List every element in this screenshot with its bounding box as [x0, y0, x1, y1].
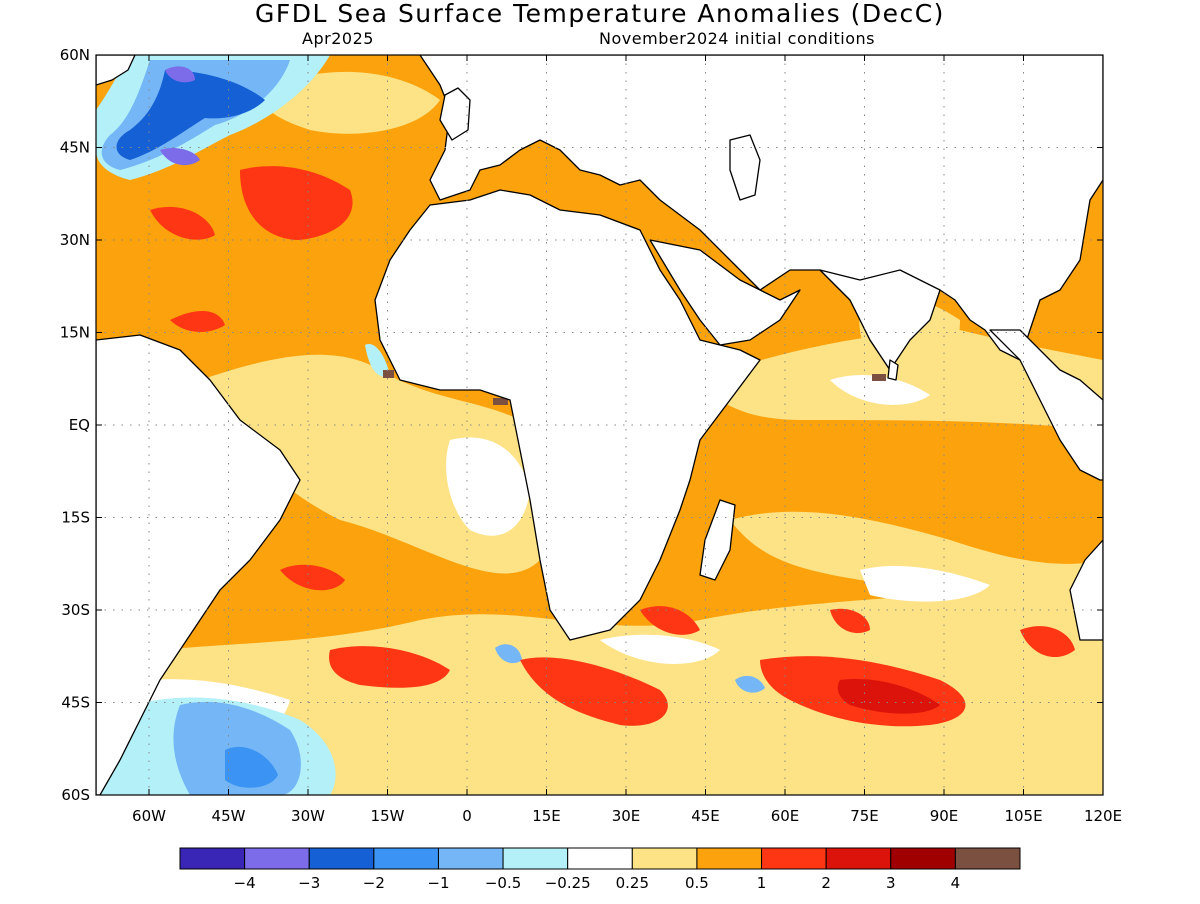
anomaly-extreme-liberia — [383, 370, 394, 378]
anomaly-neutral-indian-1 — [830, 375, 930, 405]
anomaly-warm-north-atlantic-2 — [150, 206, 215, 240]
colorbar-tick-label: −1 — [427, 874, 449, 892]
latitude-tick-labels: 60N 45N 30N 15N EQ 15S 30S 45S 60S — [60, 46, 90, 804]
colorbar-swatch — [696, 847, 763, 870]
colorbar-tick-label: 4 — [951, 874, 961, 892]
anomaly-extreme-west-africa-coast — [493, 398, 508, 405]
colorbar-swatch — [502, 847, 569, 870]
greenland-landmass — [96, 55, 136, 86]
colorbar-swatch — [761, 847, 827, 870]
lon-tick-label: 30W — [291, 807, 325, 825]
australia-landmass — [1069, 539, 1103, 641]
anomaly-warm-south-atlantic-2 — [329, 646, 450, 688]
lat-tick-label: 30S — [61, 601, 90, 619]
colorbar-swatch — [890, 847, 956, 870]
colorbar-swatch — [244, 847, 310, 870]
lon-tick-label: 15W — [371, 807, 405, 825]
lon-tick-label: 120E — [1084, 807, 1122, 825]
anomaly-band-light-indian-south — [730, 511, 1103, 600]
lon-tick-label: 90E — [930, 807, 959, 825]
longitude-tick-labels: 60W 45W 30W 15W 0 15E 30E 45E 60E 75E 90E 105E 120E — [132, 807, 1122, 825]
colorbar-swatch — [825, 847, 892, 870]
colorbar-tick-label: 0.25 — [616, 874, 649, 892]
anomaly-cool-south-atlantic-small — [495, 644, 522, 664]
colorbar-swatch — [373, 847, 439, 870]
anomaly-warm-south-indian-4 — [1020, 626, 1075, 658]
map-panel — [96, 55, 1103, 795]
lon-tick-label: 45W — [212, 807, 246, 825]
lat-tick-label: 60N — [60, 46, 90, 64]
british-isles-landmass — [439, 87, 471, 141]
anomaly-cool-west-africa — [365, 344, 390, 377]
anomaly-warm-south-atlantic-1 — [280, 564, 345, 591]
anomaly-band-light-north-atlantic — [260, 71, 440, 134]
lon-tick-label: 0 — [462, 807, 472, 825]
colorbar — [179, 847, 1021, 870]
lon-tick-label: 60W — [132, 807, 166, 825]
colorbar-tick-label: −3 — [298, 874, 320, 892]
lat-tick-label: 30N — [60, 231, 90, 249]
lon-tick-label: 45E — [691, 807, 720, 825]
anomaly-warm-south-indian-1 — [520, 657, 668, 726]
figure-title: GFDL Sea Surface Temperature Anomalies (… — [255, 0, 945, 28]
anomaly-warm-north-atlantic — [240, 166, 353, 240]
anomaly-cool-indian-small — [735, 675, 765, 693]
colorbar-swatch — [567, 847, 633, 870]
anomaly-neutral-south-atlantic-east — [600, 634, 720, 664]
anomaly-warm-north-atlantic-3 — [170, 310, 225, 332]
lon-tick-label: 30E — [612, 807, 641, 825]
anomaly-strong-warm-south-indian — [837, 679, 940, 714]
colorbar-tick-label: −2 — [363, 874, 385, 892]
lon-tick-label: 105E — [1004, 807, 1042, 825]
colorbar-tick-label: −0.5 — [485, 874, 521, 892]
colorbar-tick-label: −0.25 — [545, 874, 591, 892]
colorbar-tick-label: 2 — [821, 874, 831, 892]
forecast-month-label: Apr2025 — [302, 29, 374, 48]
indian-subcontinent-landmass — [819, 269, 941, 371]
colorbar-tick-label: 0.5 — [685, 874, 709, 892]
indochina-sumatra-landmass — [989, 329, 1103, 481]
africa-landmass — [374, 189, 761, 641]
anomaly-cool-labrador-core-2 — [165, 66, 195, 83]
lat-tick-label: 15S — [61, 509, 90, 527]
lon-tick-label: 75E — [850, 807, 879, 825]
anomaly-cool-labrador-core — [160, 148, 200, 166]
colorbar-tick-label: −4 — [234, 874, 256, 892]
anomaly-warm-south-indian-5 — [830, 608, 870, 634]
colorbar-swatch — [179, 847, 246, 870]
south-america-landmass — [96, 334, 301, 795]
colorbar-swatch — [437, 847, 504, 870]
anomaly-neutral-indian-2 — [860, 565, 990, 602]
anomaly-cool-southwest-atlantic-deep — [225, 746, 278, 788]
colorbar-labels: −4 −3 −2 −1 −0.5 −0.25 0.25 0.5 1 2 3 4 — [234, 874, 961, 892]
colorbar-swatch — [308, 847, 375, 870]
arabian-peninsula-landmass — [649, 239, 801, 346]
anomaly-cool-labrador-deep — [116, 70, 265, 160]
caspian-sea — [729, 134, 761, 201]
lon-tick-label: 60E — [771, 807, 800, 825]
lat-tick-label: 45S — [61, 694, 90, 712]
lat-tick-label: 45N — [60, 139, 90, 157]
sri-lanka-landmass — [887, 359, 899, 381]
colorbar-tick-label: 1 — [757, 874, 767, 892]
anomaly-extreme-sri-lanka — [872, 374, 886, 381]
colorbar-tick-label: 3 — [886, 874, 896, 892]
lat-tick-label: 60S — [61, 786, 90, 804]
anomaly-warm-south-indian-3 — [640, 606, 700, 635]
land-masses — [96, 55, 1103, 795]
lon-tick-label: 15E — [532, 807, 561, 825]
colorbar-swatch — [954, 847, 1021, 870]
axis-ticks — [96, 54, 1104, 796]
colorbar-swatch — [631, 847, 698, 870]
lat-tick-label: EQ — [69, 416, 90, 434]
initial-conditions-label: November2024 initial conditions — [599, 29, 875, 48]
lat-tick-label: 15N — [60, 324, 90, 342]
anomaly-neutral-gulf-guinea — [446, 437, 530, 536]
